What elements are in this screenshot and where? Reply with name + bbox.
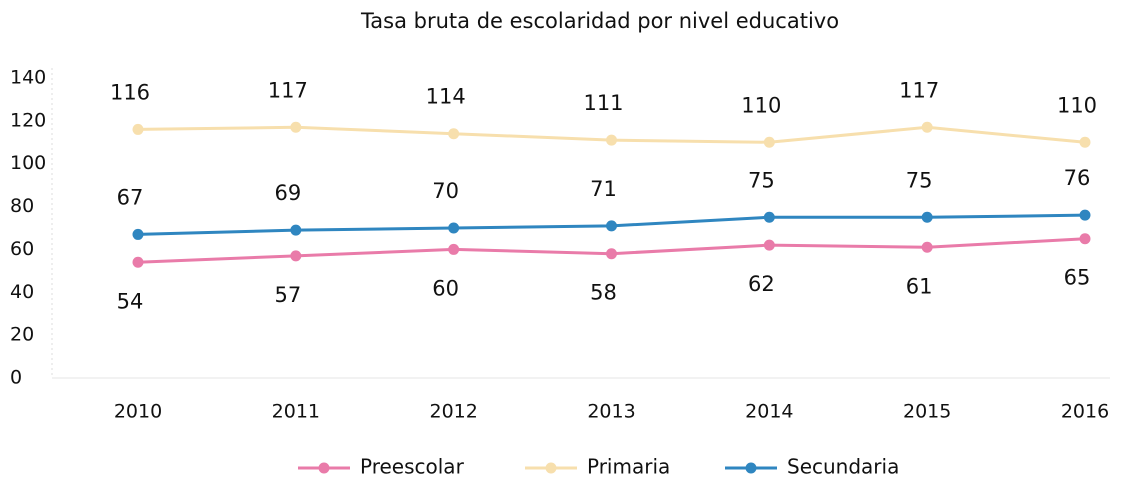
point bbox=[290, 121, 302, 133]
point bbox=[132, 228, 144, 240]
y-tick-label: 40 bbox=[10, 281, 34, 303]
data-label: 65 bbox=[1064, 266, 1091, 290]
point bbox=[606, 220, 617, 232]
point bbox=[921, 121, 933, 133]
data-label: 76 bbox=[1064, 166, 1091, 190]
point bbox=[290, 250, 302, 262]
data-label: 71 bbox=[590, 177, 617, 201]
y-tick-label: 20 bbox=[10, 324, 34, 346]
x-tick-label: 2014 bbox=[745, 401, 793, 423]
point bbox=[290, 224, 302, 236]
data-label: 69 bbox=[274, 181, 301, 205]
y-tick-label: 100 bbox=[10, 152, 46, 174]
y-tick-label: 60 bbox=[10, 238, 34, 260]
data-label: 116 bbox=[110, 80, 150, 104]
chart-title: Tasa bruta de escolaridad por nivel educ… bbox=[360, 9, 839, 33]
x-tick-label: 2013 bbox=[587, 401, 635, 423]
legend-label: Preescolar bbox=[360, 455, 465, 479]
legend-marker bbox=[745, 462, 757, 474]
data-label: 117 bbox=[268, 78, 308, 102]
data-label: 110 bbox=[741, 93, 781, 117]
y-tick-label: 0 bbox=[10, 367, 22, 389]
data-label: 111 bbox=[583, 91, 623, 115]
point bbox=[448, 222, 460, 234]
legend-marker bbox=[318, 462, 330, 474]
point bbox=[921, 241, 933, 253]
point bbox=[763, 136, 775, 148]
data-label: 75 bbox=[748, 168, 775, 192]
data-label: 60 bbox=[432, 276, 459, 300]
point bbox=[921, 211, 933, 223]
legend-label: Primaria bbox=[587, 455, 670, 479]
point bbox=[606, 248, 617, 260]
point bbox=[132, 123, 144, 135]
data-label: 61 bbox=[906, 274, 933, 298]
legend-label: Secundaria bbox=[787, 455, 899, 479]
data-label: 110 bbox=[1057, 93, 1097, 117]
point bbox=[763, 211, 775, 223]
data-label: 57 bbox=[274, 283, 301, 307]
y-tick-label: 120 bbox=[10, 109, 46, 131]
x-tick-label: 2012 bbox=[429, 401, 477, 423]
point bbox=[1079, 233, 1091, 245]
data-label: 54 bbox=[117, 289, 144, 313]
point bbox=[763, 239, 775, 251]
y-tick-label: 140 bbox=[10, 67, 46, 89]
data-label: 117 bbox=[899, 78, 939, 102]
point bbox=[132, 256, 144, 268]
data-label: 58 bbox=[590, 281, 617, 305]
data-label: 67 bbox=[117, 185, 144, 209]
x-tick-label: 2011 bbox=[272, 401, 320, 423]
point bbox=[606, 134, 617, 146]
data-label: 75 bbox=[906, 168, 933, 192]
point bbox=[1079, 209, 1091, 221]
x-tick-label: 2015 bbox=[903, 401, 951, 423]
point bbox=[448, 128, 460, 140]
data-label: 70 bbox=[432, 179, 459, 203]
x-tick-label: 2016 bbox=[1061, 401, 1109, 423]
y-tick-label: 80 bbox=[10, 195, 34, 217]
legend-marker bbox=[545, 462, 557, 474]
point bbox=[448, 243, 460, 255]
point bbox=[1079, 136, 1091, 148]
data-label: 62 bbox=[748, 272, 775, 296]
x-tick-label: 2010 bbox=[114, 401, 162, 423]
data-label: 114 bbox=[426, 85, 466, 109]
